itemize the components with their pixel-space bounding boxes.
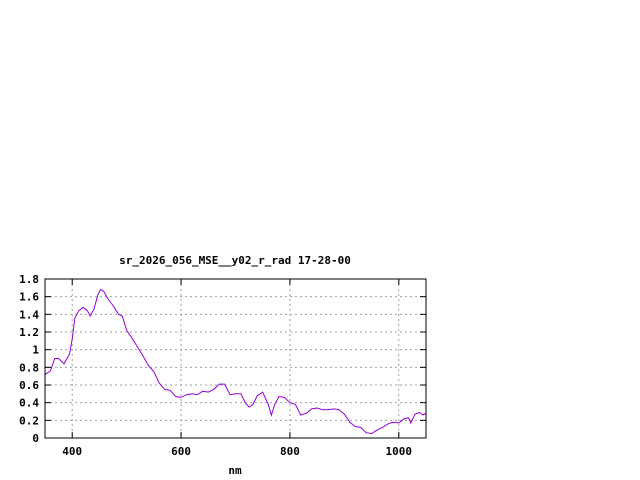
spectrum-line [44, 288, 427, 435]
y-tick-label: 0.6 [19, 379, 39, 392]
plot-frame [44, 278, 427, 439]
chart-title: sr_2026_056_MSE__y02_r_rad 17-28-00 [119, 254, 351, 267]
x-tick-label: 400 [62, 445, 82, 458]
axis-ticks: 0 0.2 0.4 0.6 0.8 1 1.2 1.4 1.6 1.8 400 600 800 1000 [19, 273, 426, 458]
y-tick-label: 0.2 [19, 414, 39, 427]
y-tick-label: 1.6 [19, 291, 39, 304]
x-tick-label: 800 [280, 445, 300, 458]
x-tick-label: 1000 [386, 445, 413, 458]
y-tick-label: 1.2 [19, 326, 39, 339]
y-tick-label: 0.8 [19, 361, 39, 374]
x-axis-label: nm [228, 464, 242, 477]
series-layer [44, 288, 427, 435]
y-tick-label: 1 [32, 344, 39, 357]
y-tick-label: 0 [32, 432, 39, 445]
grid [45, 279, 426, 438]
x-tick-label: 600 [171, 445, 191, 458]
y-tick-label: 1.8 [19, 273, 39, 286]
y-tick-label: 1.4 [19, 308, 39, 321]
y-tick-label: 0.4 [19, 397, 39, 410]
